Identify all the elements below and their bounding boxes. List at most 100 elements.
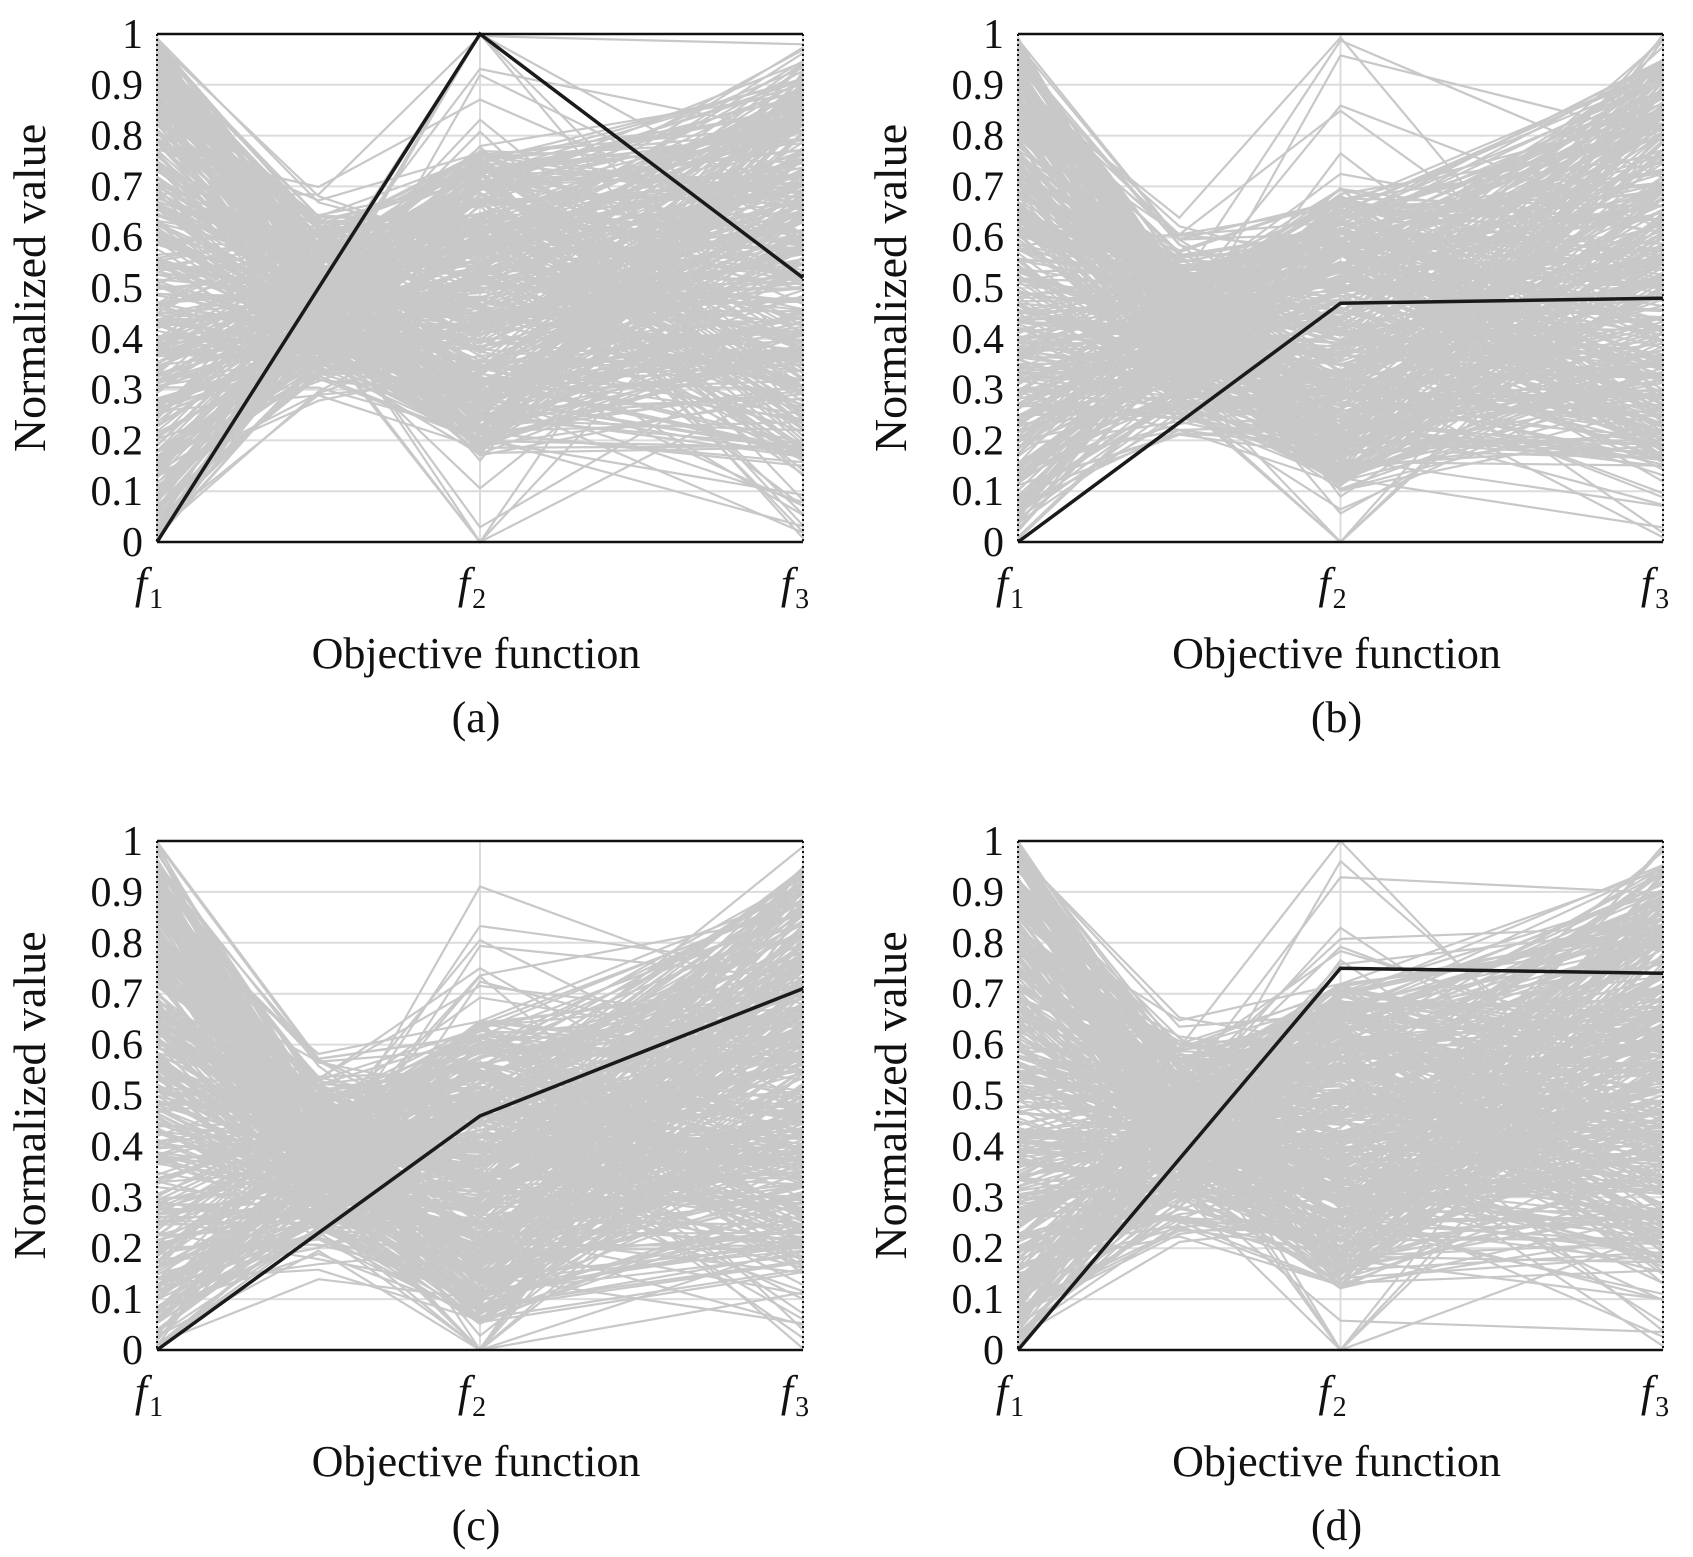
background-solution-line <box>1017 975 1664 1208</box>
background-solution-line <box>1017 1043 1664 1230</box>
background-solution-line <box>156 48 804 304</box>
chart-panel-3: 0 0.1 0.2 0.3 0.40.5 0.6 0.7 0.8 0.9 1 f1 f2 f3 Norma… <box>4 819 809 1550</box>
background-solution-line <box>1017 1078 1664 1271</box>
background-solution-line <box>1017 264 1664 449</box>
y-tick-label: 0.2 <box>91 418 144 464</box>
background-solution-line <box>1017 871 1664 1253</box>
background-solution-line <box>1017 994 1664 1225</box>
background-solution-line <box>156 1062 804 1183</box>
background-solution-line <box>1017 285 1664 539</box>
background-solution-line <box>1017 273 1664 390</box>
y-axis-label: Normalized value <box>865 931 916 1259</box>
background-solution-line <box>1017 891 1664 1046</box>
background-solution-line <box>156 161 804 235</box>
background-solution-line <box>156 105 804 464</box>
y-axis-label: Normalized value <box>865 124 916 452</box>
background-solution-line <box>1017 1156 1664 1223</box>
background-solution-line <box>156 1024 804 1268</box>
background-solution-line <box>156 48 804 393</box>
y-tick-label: 0 <box>122 1328 143 1374</box>
background-solutions <box>1017 34 1664 544</box>
background-solution-line <box>1017 1114 1664 1211</box>
background-solution-line <box>1017 1140 1664 1269</box>
y-tick-label: 0.9 <box>91 63 144 109</box>
background-solution-line <box>156 163 804 376</box>
background-solution-line <box>156 944 804 1248</box>
background-solution-line <box>156 934 804 1245</box>
background-solution-line <box>1017 61 1664 360</box>
background-solution-line <box>156 1013 804 1182</box>
y-tick-label: 0 <box>122 520 143 566</box>
highlighted-solution-line <box>1016 296 1664 544</box>
background-solution-line <box>156 323 804 527</box>
background-solution-line <box>156 296 804 353</box>
x-axis-label: Objective function <box>1172 629 1501 678</box>
background-solution-line <box>1017 103 1664 236</box>
background-solution-line <box>1017 858 1664 1281</box>
background-solution-line <box>1017 891 1664 1109</box>
background-solution-line <box>156 198 804 464</box>
background-solution-line <box>156 128 804 450</box>
x-tick-label-f3: f3 <box>781 1367 809 1423</box>
chart-panel-4: 0 0.1 0.2 0.3 0.40.5 0.6 0.7 0.8 0.9 1 f1 f2 f3 Norma… <box>865 819 1669 1550</box>
background-solution-line <box>156 261 804 449</box>
background-solution-line <box>1017 258 1664 405</box>
background-solution-line <box>1017 1129 1664 1170</box>
background-solution-line <box>1017 92 1664 334</box>
background-solution-line <box>156 1062 804 1167</box>
background-solution-line <box>1017 862 1664 1287</box>
y-tick-label: 0.4 <box>91 317 144 363</box>
background-solution-line <box>1017 876 1664 1238</box>
y-tick-label: 0.8 <box>952 114 1005 160</box>
highlighted-solution-line <box>1016 966 1664 1352</box>
y-tick-label: 0.1 <box>91 1277 144 1323</box>
background-solution-line <box>1017 261 1664 446</box>
background-solution-line <box>156 1011 804 1292</box>
y-tick-label: 0.3 <box>952 368 1005 414</box>
y-tick-label: 0.6 <box>952 215 1005 261</box>
background-solution-line <box>156 78 804 277</box>
background-solution-line <box>156 1032 804 1232</box>
y-tick-label: 0 <box>983 1328 1004 1374</box>
background-solution-line <box>1017 889 1664 1167</box>
y-tick-label: 0.9 <box>91 870 144 916</box>
background-solution-line <box>1017 852 1664 1028</box>
background-solution-line <box>156 213 804 285</box>
background-solution-line <box>1017 1007 1664 1348</box>
panel-label: (b) <box>1311 693 1362 742</box>
y-tick-label: 0.8 <box>91 921 144 967</box>
x-tick-label-f1: f1 <box>996 559 1024 615</box>
y-tick-label: 0.6 <box>91 215 144 261</box>
x-tick-label-f3: f3 <box>781 559 809 615</box>
background-solution-line <box>1017 1030 1664 1144</box>
background-solution-line <box>156 1016 804 1182</box>
background-solution-line <box>1017 900 1664 1230</box>
x-tick-label-f1: f1 <box>135 559 163 615</box>
y-tick-label: 0.2 <box>952 1226 1005 1272</box>
background-solution-line <box>1017 986 1664 1285</box>
background-solution-line <box>1017 231 1664 473</box>
background-solution-line <box>156 909 804 1258</box>
background-solution-line <box>156 901 804 1299</box>
background-solution-line <box>1017 150 1664 461</box>
background-solution-line <box>156 1101 804 1216</box>
background-solution-line <box>1017 63 1664 411</box>
background-solution-line <box>1017 926 1664 1260</box>
y-tick-label: 0.2 <box>952 418 1005 464</box>
background-solution-line <box>1017 930 1664 1236</box>
background-solution-line <box>1017 116 1664 462</box>
y-axis-label: Normalized value <box>4 124 55 452</box>
background-solution-line <box>156 183 804 382</box>
background-solution-line <box>1017 975 1664 1159</box>
background-solution-line <box>1017 1016 1664 1117</box>
y-tick-label: 0.5 <box>952 1074 1005 1120</box>
background-solution-line <box>156 980 804 1286</box>
background-solution-line <box>156 1072 804 1322</box>
y-tick-label: 0 <box>983 520 1004 566</box>
background-solution-line <box>156 917 804 1150</box>
background-solution-line <box>156 169 804 441</box>
background-solutions <box>156 32 804 544</box>
y-tick-label: 0.4 <box>952 317 1005 363</box>
y-tick-label: 0.7 <box>91 164 144 210</box>
